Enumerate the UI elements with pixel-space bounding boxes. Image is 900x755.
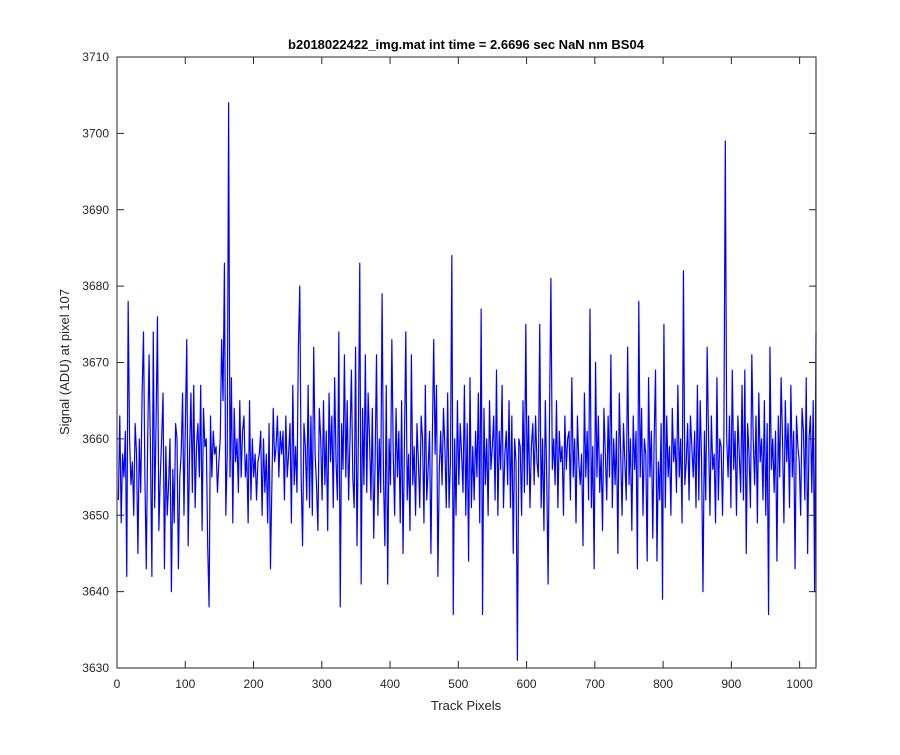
x-tick-label: 400 [380,677,400,691]
series-layer [117,102,817,661]
y-tick-label: 3710 [82,50,109,64]
x-tick-label: 700 [585,677,605,691]
y-tick-label: 3630 [82,661,109,675]
x-tick-label: 600 [517,677,537,691]
y-tick-label: 3640 [82,585,109,599]
x-tick-label: 800 [653,677,673,691]
x-tick-label: 300 [312,677,332,691]
x-tick-label: 900 [721,677,741,691]
x-tick-label: 100 [175,677,195,691]
y-tick-label: 3660 [82,432,109,446]
x-axis-label: Track Pixels [431,698,502,713]
x-tick-label: 500 [448,677,468,691]
x-tick-label: 200 [244,677,264,691]
y-tick-label: 3680 [82,279,109,293]
y-tick-label: 3650 [82,508,109,522]
axis-ticks: 0 100 200 300 400 500 600 700 800 900 1000 3630 3640… [82,50,816,691]
y-tick-label: 3690 [82,203,109,217]
y-tick-label: 3670 [82,356,109,370]
chart-title: b2018022422_img.mat int time = 2.6696 se… [288,37,645,52]
plot-area-frame [116,56,817,669]
x-tick-label: 1000 [786,677,813,691]
x-tick-label: 0 [114,677,121,691]
plot-area-background [117,57,816,668]
series-line-1 [117,102,817,661]
y-tick-label: 3700 [82,126,109,140]
y-axis-label: Signal (ADU) at pixel 107 [57,289,72,435]
